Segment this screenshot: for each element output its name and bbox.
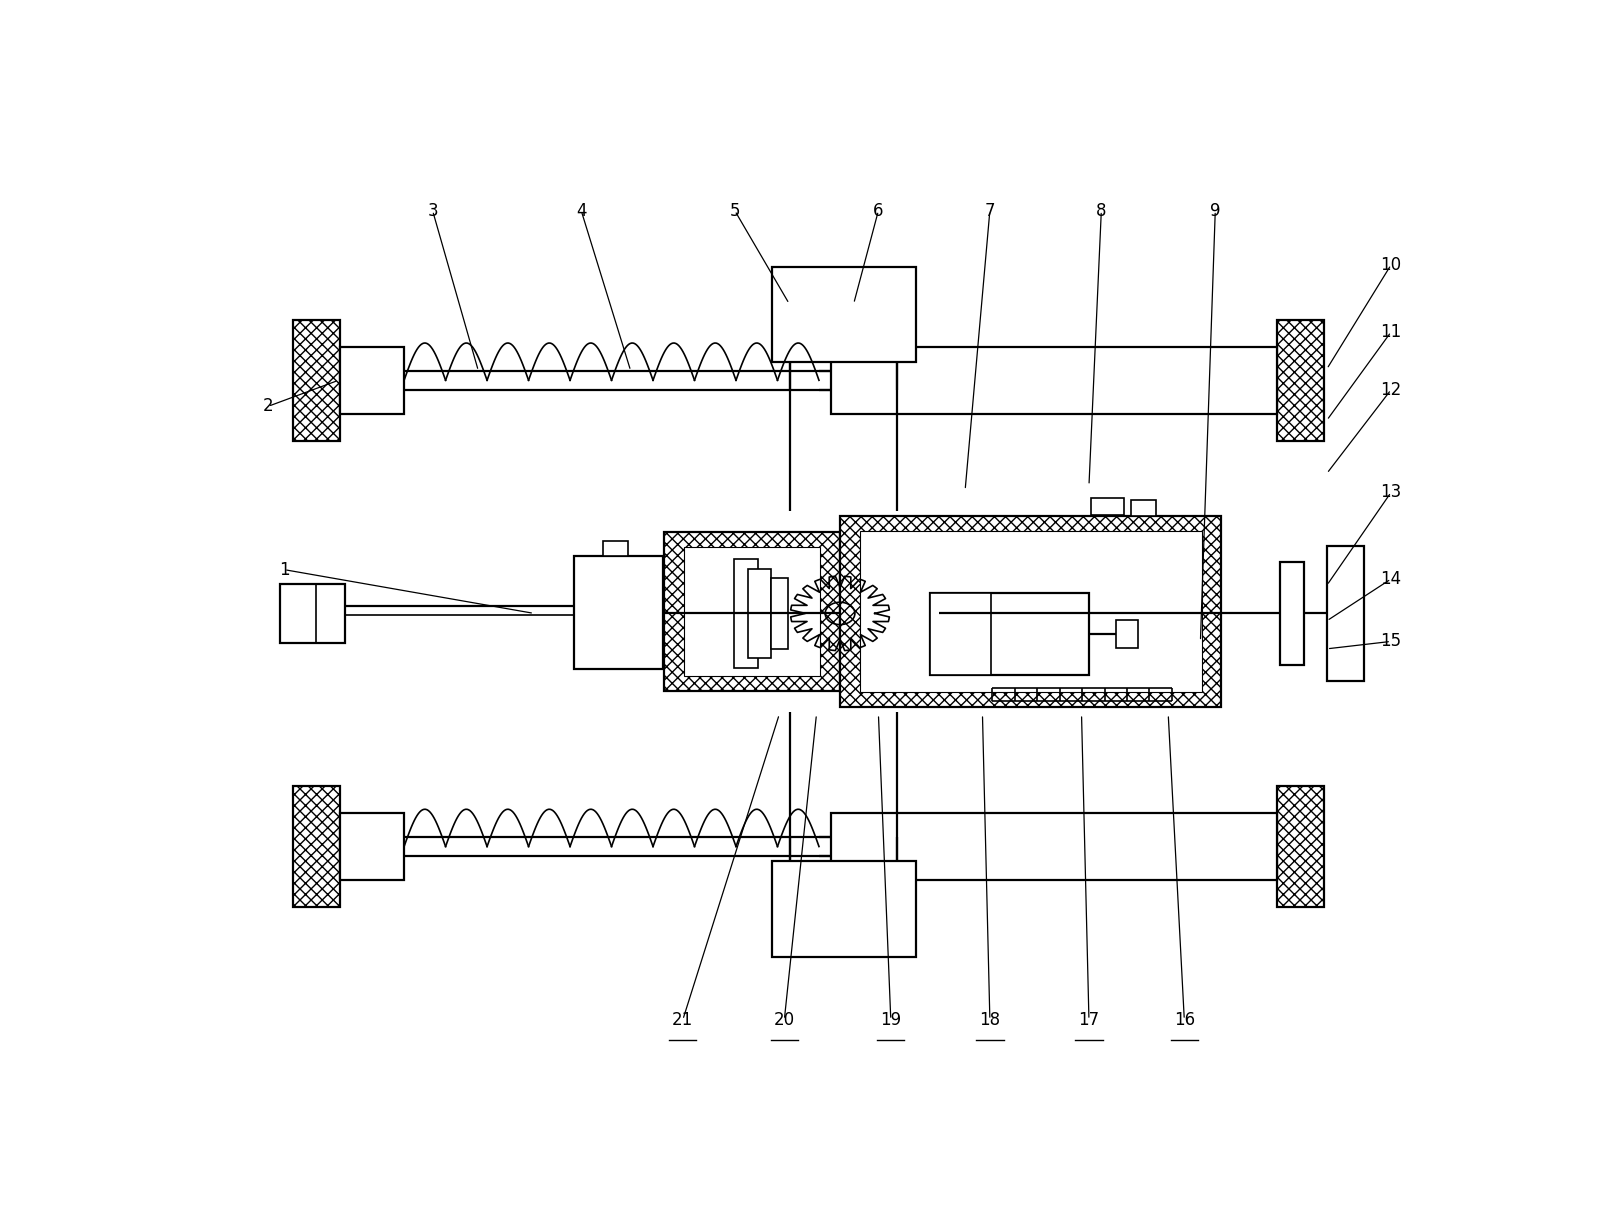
Bar bbox=[930, 593, 991, 675]
Text: 15: 15 bbox=[1381, 632, 1401, 650]
Text: 2: 2 bbox=[262, 397, 273, 415]
Bar bbox=[772, 861, 916, 957]
Text: 4: 4 bbox=[575, 201, 586, 219]
Bar bbox=[574, 556, 663, 670]
Bar bbox=[280, 584, 345, 643]
Bar bbox=[340, 813, 404, 880]
Bar bbox=[1131, 500, 1155, 516]
Text: 10: 10 bbox=[1381, 256, 1401, 274]
Text: 16: 16 bbox=[1175, 1011, 1195, 1029]
Text: 12: 12 bbox=[1381, 380, 1401, 398]
Text: 7: 7 bbox=[984, 201, 996, 219]
Text: 19: 19 bbox=[880, 1011, 901, 1029]
Text: 17: 17 bbox=[1079, 1011, 1099, 1029]
Text: 11: 11 bbox=[1381, 323, 1401, 340]
Bar bbox=[748, 569, 770, 659]
Bar bbox=[930, 593, 1088, 675]
Bar bbox=[860, 532, 1202, 691]
Bar bbox=[1280, 562, 1304, 665]
Bar bbox=[684, 547, 820, 676]
Text: 9: 9 bbox=[1210, 201, 1221, 219]
Text: 13: 13 bbox=[1381, 483, 1401, 501]
Bar bbox=[733, 559, 759, 667]
Bar bbox=[604, 540, 628, 556]
Text: 21: 21 bbox=[673, 1011, 694, 1029]
Bar bbox=[665, 533, 841, 690]
Bar bbox=[340, 346, 404, 414]
Text: 6: 6 bbox=[873, 201, 884, 219]
Bar bbox=[292, 786, 340, 907]
Bar bbox=[770, 578, 788, 649]
Text: 5: 5 bbox=[730, 201, 740, 219]
Bar bbox=[1091, 498, 1123, 515]
Bar bbox=[1326, 546, 1365, 681]
Text: 20: 20 bbox=[773, 1011, 794, 1029]
Bar bbox=[1277, 786, 1325, 907]
Bar bbox=[841, 516, 1221, 707]
Bar bbox=[772, 266, 916, 362]
Text: 8: 8 bbox=[1096, 201, 1106, 219]
Text: 1: 1 bbox=[278, 561, 289, 579]
Bar bbox=[292, 320, 340, 441]
Bar bbox=[1277, 320, 1325, 441]
Text: 18: 18 bbox=[980, 1011, 1000, 1029]
Bar bbox=[1115, 620, 1138, 648]
Text: 14: 14 bbox=[1381, 570, 1401, 587]
Bar bbox=[831, 346, 1277, 414]
Text: 3: 3 bbox=[427, 201, 438, 219]
Bar bbox=[831, 813, 1277, 880]
